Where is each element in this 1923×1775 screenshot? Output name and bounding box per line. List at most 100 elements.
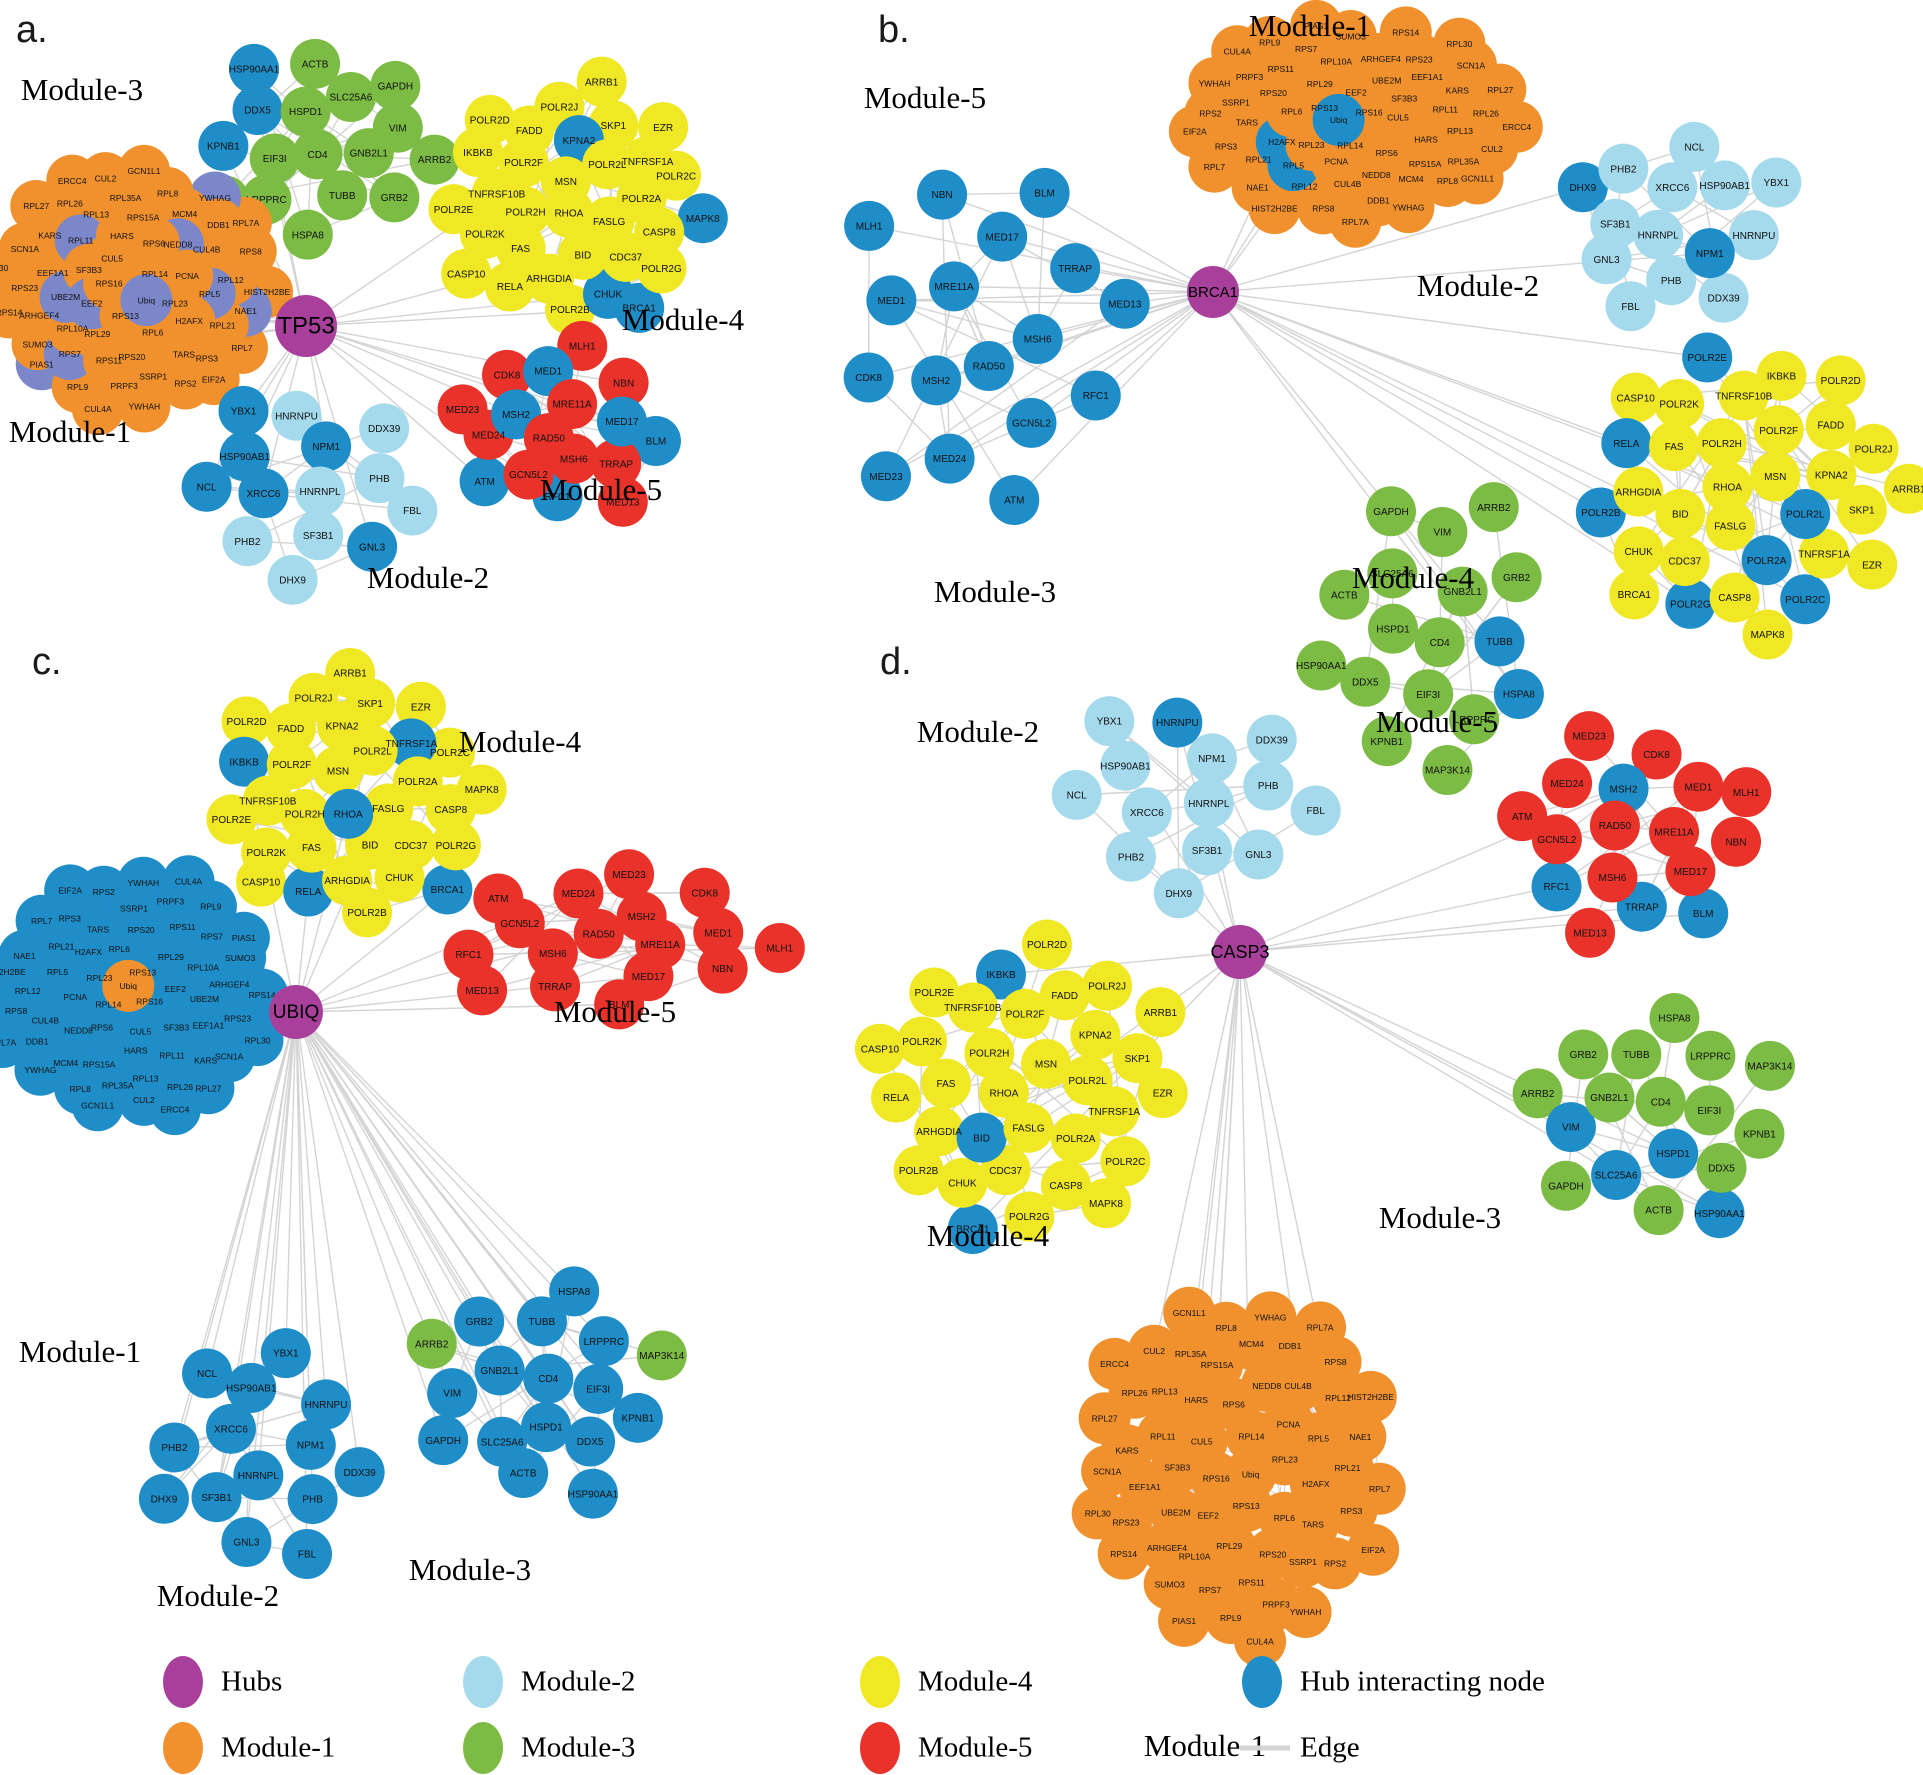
node-MED24 xyxy=(1542,758,1593,809)
panel-letter-b: b. xyxy=(878,9,910,51)
node-HNRNPU xyxy=(1152,697,1203,748)
node-NPM1 xyxy=(1684,228,1735,279)
node-POLR2F xyxy=(1753,405,1804,456)
node-POLR2H xyxy=(279,789,330,840)
node-TRRAP xyxy=(591,438,642,489)
node-TUBB xyxy=(516,1296,567,1347)
node-KPNB1 xyxy=(612,1392,663,1443)
hub-edge xyxy=(295,1011,524,1474)
node-PHB2 xyxy=(1105,831,1156,882)
node-HSPD1 xyxy=(1367,603,1418,654)
node-POLR2L xyxy=(1062,1055,1113,1106)
node-CASP10 xyxy=(441,248,492,299)
node-Ubiq xyxy=(1224,1448,1277,1501)
node-CHUK xyxy=(1613,526,1664,577)
node-GNB2L1 xyxy=(474,1345,525,1396)
node-MED17 xyxy=(977,211,1028,262)
node-CDK8 xyxy=(482,349,533,400)
node-BID xyxy=(1655,488,1706,539)
node-RPL12 xyxy=(1312,1371,1365,1424)
node-POLR2L xyxy=(582,139,633,190)
node-HSP90AA1 xyxy=(229,43,280,94)
node-RELA xyxy=(1601,418,1652,469)
node-HNRNPL xyxy=(295,466,346,517)
node-IKBKB xyxy=(976,949,1027,1000)
node-POLR2E xyxy=(1682,332,1733,383)
hub-edge xyxy=(1212,291,1691,605)
node-GCN5L2 xyxy=(494,898,545,949)
node-HSP90AB1 xyxy=(226,1362,277,1413)
node-RAD50 xyxy=(1589,800,1640,851)
node-FADD xyxy=(1039,970,1090,1021)
node-ARRB1 xyxy=(576,56,627,107)
hub-node-TP53 xyxy=(275,295,337,357)
node-PHB2 xyxy=(149,1422,200,1473)
node-POLR2D xyxy=(1021,919,1072,970)
node-ARRB1 xyxy=(1883,463,1923,514)
hub-edge xyxy=(868,225,1214,293)
hub-node-BRCA1 xyxy=(1187,266,1239,318)
node-HSP90AB1 xyxy=(1699,160,1750,211)
node-MED1 xyxy=(693,907,744,958)
node-GNL3 xyxy=(347,521,398,572)
node-GAPDH xyxy=(1365,486,1416,537)
node-EZR xyxy=(1137,1068,1188,1119)
legend-item-hubs: Hubs xyxy=(163,1656,282,1708)
node-EIF3I xyxy=(249,133,300,184)
node-POLR2D xyxy=(1815,355,1866,406)
node-FAS xyxy=(495,223,546,274)
edge xyxy=(1386,591,1464,742)
node-DDX5 xyxy=(1340,656,1391,707)
node-BRCA1 xyxy=(947,1204,998,1255)
cluster-module-4-d: RHOAMSNFASLGPOLR2HPOLR2LBIDPOLR2FPOLR2AF… xyxy=(854,919,1188,1255)
node-MSH2 xyxy=(911,355,962,406)
node-YBX1 xyxy=(218,385,269,436)
node-FBL xyxy=(1605,281,1656,332)
node-MLH1 xyxy=(557,320,608,371)
module-label: Module-4 xyxy=(459,724,582,759)
node-TNFRSF1A xyxy=(622,136,673,187)
node-POLR2H xyxy=(1696,418,1747,469)
node-XRCC6 xyxy=(1647,162,1698,213)
node-POLR2J xyxy=(1082,960,1133,1011)
hub-label-CASP3: CASP3 xyxy=(1210,942,1269,962)
legend-item-module-1: Module-1 xyxy=(163,1722,335,1774)
hub-edge xyxy=(1076,794,1241,953)
node-POLR2C xyxy=(1100,1136,1151,1187)
module-label: Module-1 xyxy=(9,414,131,449)
node-MED17 xyxy=(596,396,647,447)
node-FASLG xyxy=(1705,500,1756,551)
node-GRB2 xyxy=(369,172,420,223)
hub-edge xyxy=(1153,951,1241,1351)
hub-label-UBIQ: UBIQ xyxy=(273,1002,319,1023)
node-RAD50 xyxy=(573,908,624,959)
node-TUBB xyxy=(317,170,368,221)
hub-edge xyxy=(1002,235,1214,293)
hub-label-TP53: TP53 xyxy=(277,312,334,339)
node-MRE11A xyxy=(929,261,980,312)
edge xyxy=(1658,1065,1771,1211)
hub-edge xyxy=(295,1011,327,1405)
node-POLR2E xyxy=(909,967,960,1018)
legend-item-module-2: Module-2 xyxy=(463,1656,635,1708)
node-KPNA2 xyxy=(1806,450,1857,501)
node-VIM xyxy=(1417,506,1468,557)
module-label: Module-5 xyxy=(554,994,676,1029)
hub-edge xyxy=(295,1011,575,1292)
legend-swatch-module-3 xyxy=(463,1722,503,1774)
node-SLC25A6 xyxy=(1591,1149,1642,1200)
node-IKBKB xyxy=(452,127,503,178)
node-POLR2H xyxy=(500,186,551,237)
hub-node-CASP3 xyxy=(1213,925,1267,979)
node-POLR2K xyxy=(1654,378,1705,429)
hub-edge xyxy=(1190,951,1241,1355)
legend-label: Module-3 xyxy=(521,1732,635,1764)
node-Ubiq xyxy=(102,959,155,1012)
node-DHX9 xyxy=(138,1473,189,1524)
node-TRRAP xyxy=(1050,243,1101,294)
module-label: Module-2 xyxy=(367,560,489,595)
panel-a: CD4HSPD1GNB2L1EIF3ISLC25A6TUBBDDX5VIMLRP… xyxy=(0,9,745,605)
node-NCL xyxy=(1669,121,1720,172)
node-RHOA xyxy=(543,187,594,238)
node-HSPA8 xyxy=(549,1266,600,1317)
